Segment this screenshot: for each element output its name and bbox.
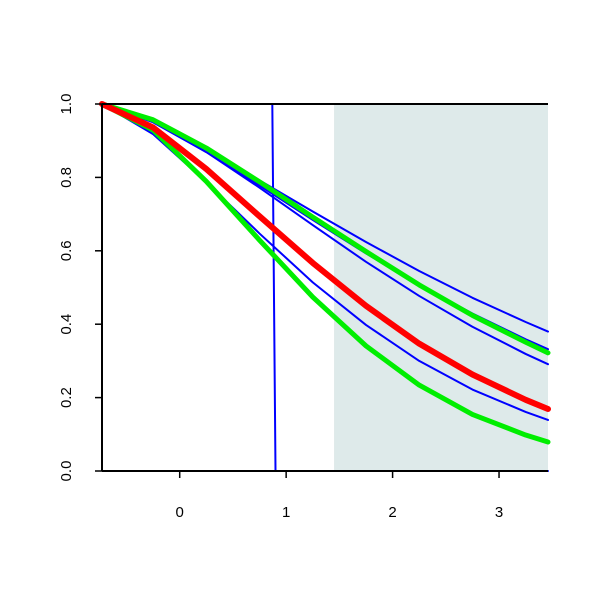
x-tick-label: 1 [282,504,290,521]
y-tick-label: 0.0 [58,461,75,482]
y-tick-label: 0.4 [58,314,75,335]
x-tick-label: 2 [388,504,396,521]
y-tick-label: 0.8 [58,167,75,188]
x-tick-label: 0 [176,504,184,521]
y-tick-label: 0.6 [58,240,75,261]
y-tick-label: 0.2 [58,387,75,408]
x-tick-label: 3 [495,504,503,521]
y-tick-label: 1.0 [58,94,75,115]
series-line [99,101,551,412]
shaded-region [334,104,548,471]
series-line [99,101,551,445]
series-line [99,101,551,356]
